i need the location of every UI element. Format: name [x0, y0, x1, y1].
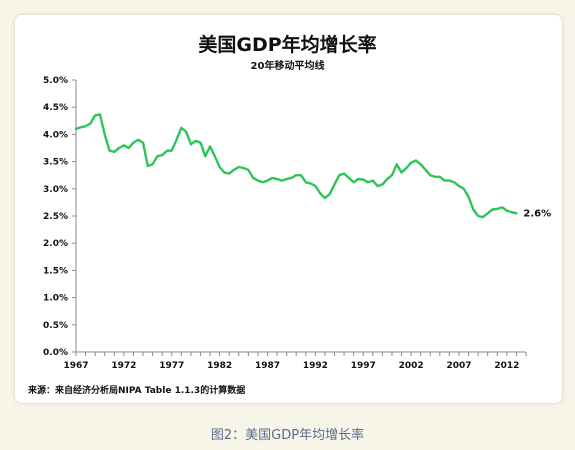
x-tick-label: 2002 — [399, 361, 424, 371]
y-tick-label: 5.0% — [43, 76, 68, 86]
x-tick-label: 1997 — [351, 361, 376, 371]
x-tick-label: 1967 — [63, 361, 88, 371]
x-tick-label: 1977 — [159, 361, 184, 371]
chart-card — [14, 14, 563, 404]
chart-subtitle: 20年移动平均线 — [250, 61, 325, 72]
x-axis-ticks: 1967 1972 1977 1982 1987 1992 1997 2002 2007 2012 — [63, 352, 527, 371]
chart-title: 美国GDP年均增长率 — [198, 34, 377, 56]
x-tick-label: 2012 — [494, 361, 519, 371]
y-tick-label: 2.5% — [43, 212, 68, 222]
y-tick-label: 3.5% — [43, 158, 68, 168]
y-axis-ticks: 0.0% 0.5% 1.0% 1.5% 2.0% 2.5% 3.0% 3.5% 4.0% 4.5%… — [43, 76, 76, 358]
y-tick-label: 0.0% — [43, 348, 68, 358]
end-value-label: 2.6% — [523, 208, 551, 219]
x-tick-label: 1987 — [255, 361, 280, 371]
source-note: 来源：来自经济分析局NIPA Table 1.1.3的计算数据 — [28, 386, 246, 396]
x-tick-label: 1982 — [207, 361, 232, 371]
y-tick-label: 4.5% — [43, 103, 68, 113]
x-tick-label: 1972 — [111, 361, 136, 371]
x-tick-label: 1992 — [303, 361, 328, 371]
y-tick-label: 1.5% — [43, 266, 68, 276]
y-tick-label: 4.0% — [43, 130, 68, 140]
figure-caption: 图2：美国GDP年均增长率 — [210, 428, 365, 443]
y-tick-label: 0.5% — [43, 321, 68, 331]
chart-axes — [75, 80, 526, 353]
y-tick-label: 1.0% — [43, 294, 68, 304]
y-tick-label: 3.0% — [43, 185, 68, 195]
y-tick-label: 2.0% — [43, 239, 68, 249]
x-tick-label: 2007 — [446, 361, 471, 371]
series-line — [74, 113, 518, 219]
